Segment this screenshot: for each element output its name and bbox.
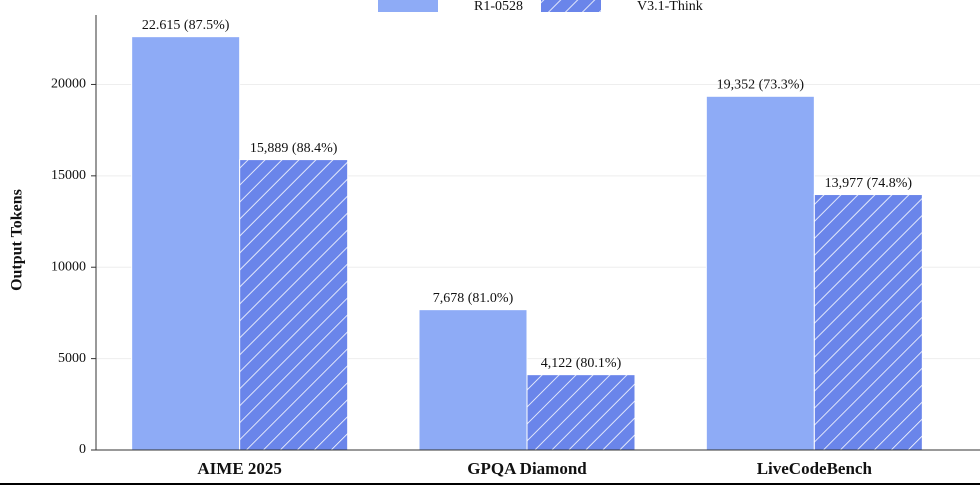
value-label: 15,889 (88.4%) — [250, 141, 338, 156]
bar — [418, 309, 528, 451]
legend-swatch-hatch — [541, 0, 601, 12]
legend-swatch — [378, 0, 438, 12]
bar — [705, 95, 815, 451]
y-tick-label: 5000 — [58, 351, 86, 366]
y-tick-label: 20000 — [51, 77, 86, 92]
x-tick-label: LiveCodeBench — [757, 459, 873, 478]
value-label: 19,352 (73.3%) — [717, 78, 805, 93]
value-label: 4,122 (80.1%) — [541, 356, 622, 371]
y-tick-label: 0 — [79, 442, 86, 457]
bar-hatch — [527, 374, 635, 450]
legend-label: V3.1-Think — [637, 0, 703, 14]
x-tick-label: GPQA Diamond — [467, 459, 587, 478]
legend-label: R1-0528 — [474, 0, 523, 14]
y-axis-label: Output Tokens — [9, 189, 26, 291]
y-tick-label: 10000 — [51, 259, 86, 274]
x-tick-label: AIME 2025 — [197, 459, 282, 478]
bar-hatch — [239, 159, 348, 451]
bar-hatch — [814, 194, 923, 450]
value-label: 7,678 (81.0%) — [433, 291, 514, 306]
value-label: 22.615 (87.5%) — [142, 18, 230, 33]
y-tick-label: 15000 — [51, 168, 86, 183]
value-label: 13,977 (74.8%) — [825, 176, 913, 191]
bar — [131, 36, 241, 451]
